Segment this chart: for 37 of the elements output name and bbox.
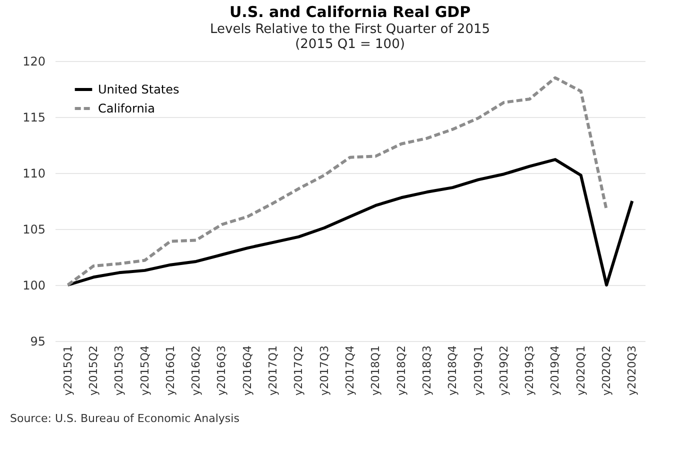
x-tick-label: y2016Q4 <box>240 346 254 396</box>
y-tick-label: 100 <box>22 278 46 292</box>
x-tick-label: y2020Q1 <box>574 346 588 396</box>
legend-label: California <box>98 102 155 116</box>
x-tick-label: y2018Q1 <box>369 346 382 396</box>
x-tick-label: y2015Q2 <box>86 346 100 396</box>
y-tick-label: 105 <box>22 222 46 236</box>
y-tick-label: 110 <box>22 166 46 180</box>
line-series <box>66 76 608 286</box>
chart-title: U.S. and California Real GDP <box>229 3 471 21</box>
text: (2015 Q1 = 100) <box>295 37 405 52</box>
x-tick-label: y2018Q2 <box>394 346 408 396</box>
y-tick-label: 120 <box>22 54 46 68</box>
x-tick-label: y2017Q4 <box>344 346 356 396</box>
x-tick-label: y2016Q3 <box>215 346 228 396</box>
x-tick-label: y2019Q3 <box>523 346 536 396</box>
x-tick-label: y2017Q3 <box>318 346 331 396</box>
chart-subtitle: Levels Relative to the First Quarter of 2015 <box>210 22 490 37</box>
x-tick-label: y2016Q1 <box>164 346 177 396</box>
x-tick-label: y2019Q2 <box>497 346 510 396</box>
x-tick-label: y2019Q1 <box>472 346 485 396</box>
x-tick-label: y2020Q3 <box>626 346 639 396</box>
x-tick-label: y2015Q3 <box>112 346 126 396</box>
x-tick-label: y2015Q4 <box>138 346 152 396</box>
x-tick-label: y2020Q2 <box>600 346 614 396</box>
x-tick-label: y2018Q3 <box>420 346 434 396</box>
legend-label: United States <box>98 82 180 96</box>
x-tick-label: y2015Q1 <box>61 346 74 396</box>
y-tick-label: 115 <box>22 110 46 124</box>
x-tick-label: y2017Q1 <box>266 346 280 396</box>
x-tick-label: y2017Q2 <box>292 346 306 396</box>
source-note: Source: U.S. Bureau of Economic Analysis <box>10 412 240 425</box>
x-tick-label: y2018Q4 <box>446 346 460 396</box>
x-tick-label: y2019Q4 <box>548 346 562 396</box>
y-tick-label: 95 <box>30 334 46 348</box>
line-series <box>66 158 634 286</box>
x-tick-label: y2016Q2 <box>190 346 203 396</box>
